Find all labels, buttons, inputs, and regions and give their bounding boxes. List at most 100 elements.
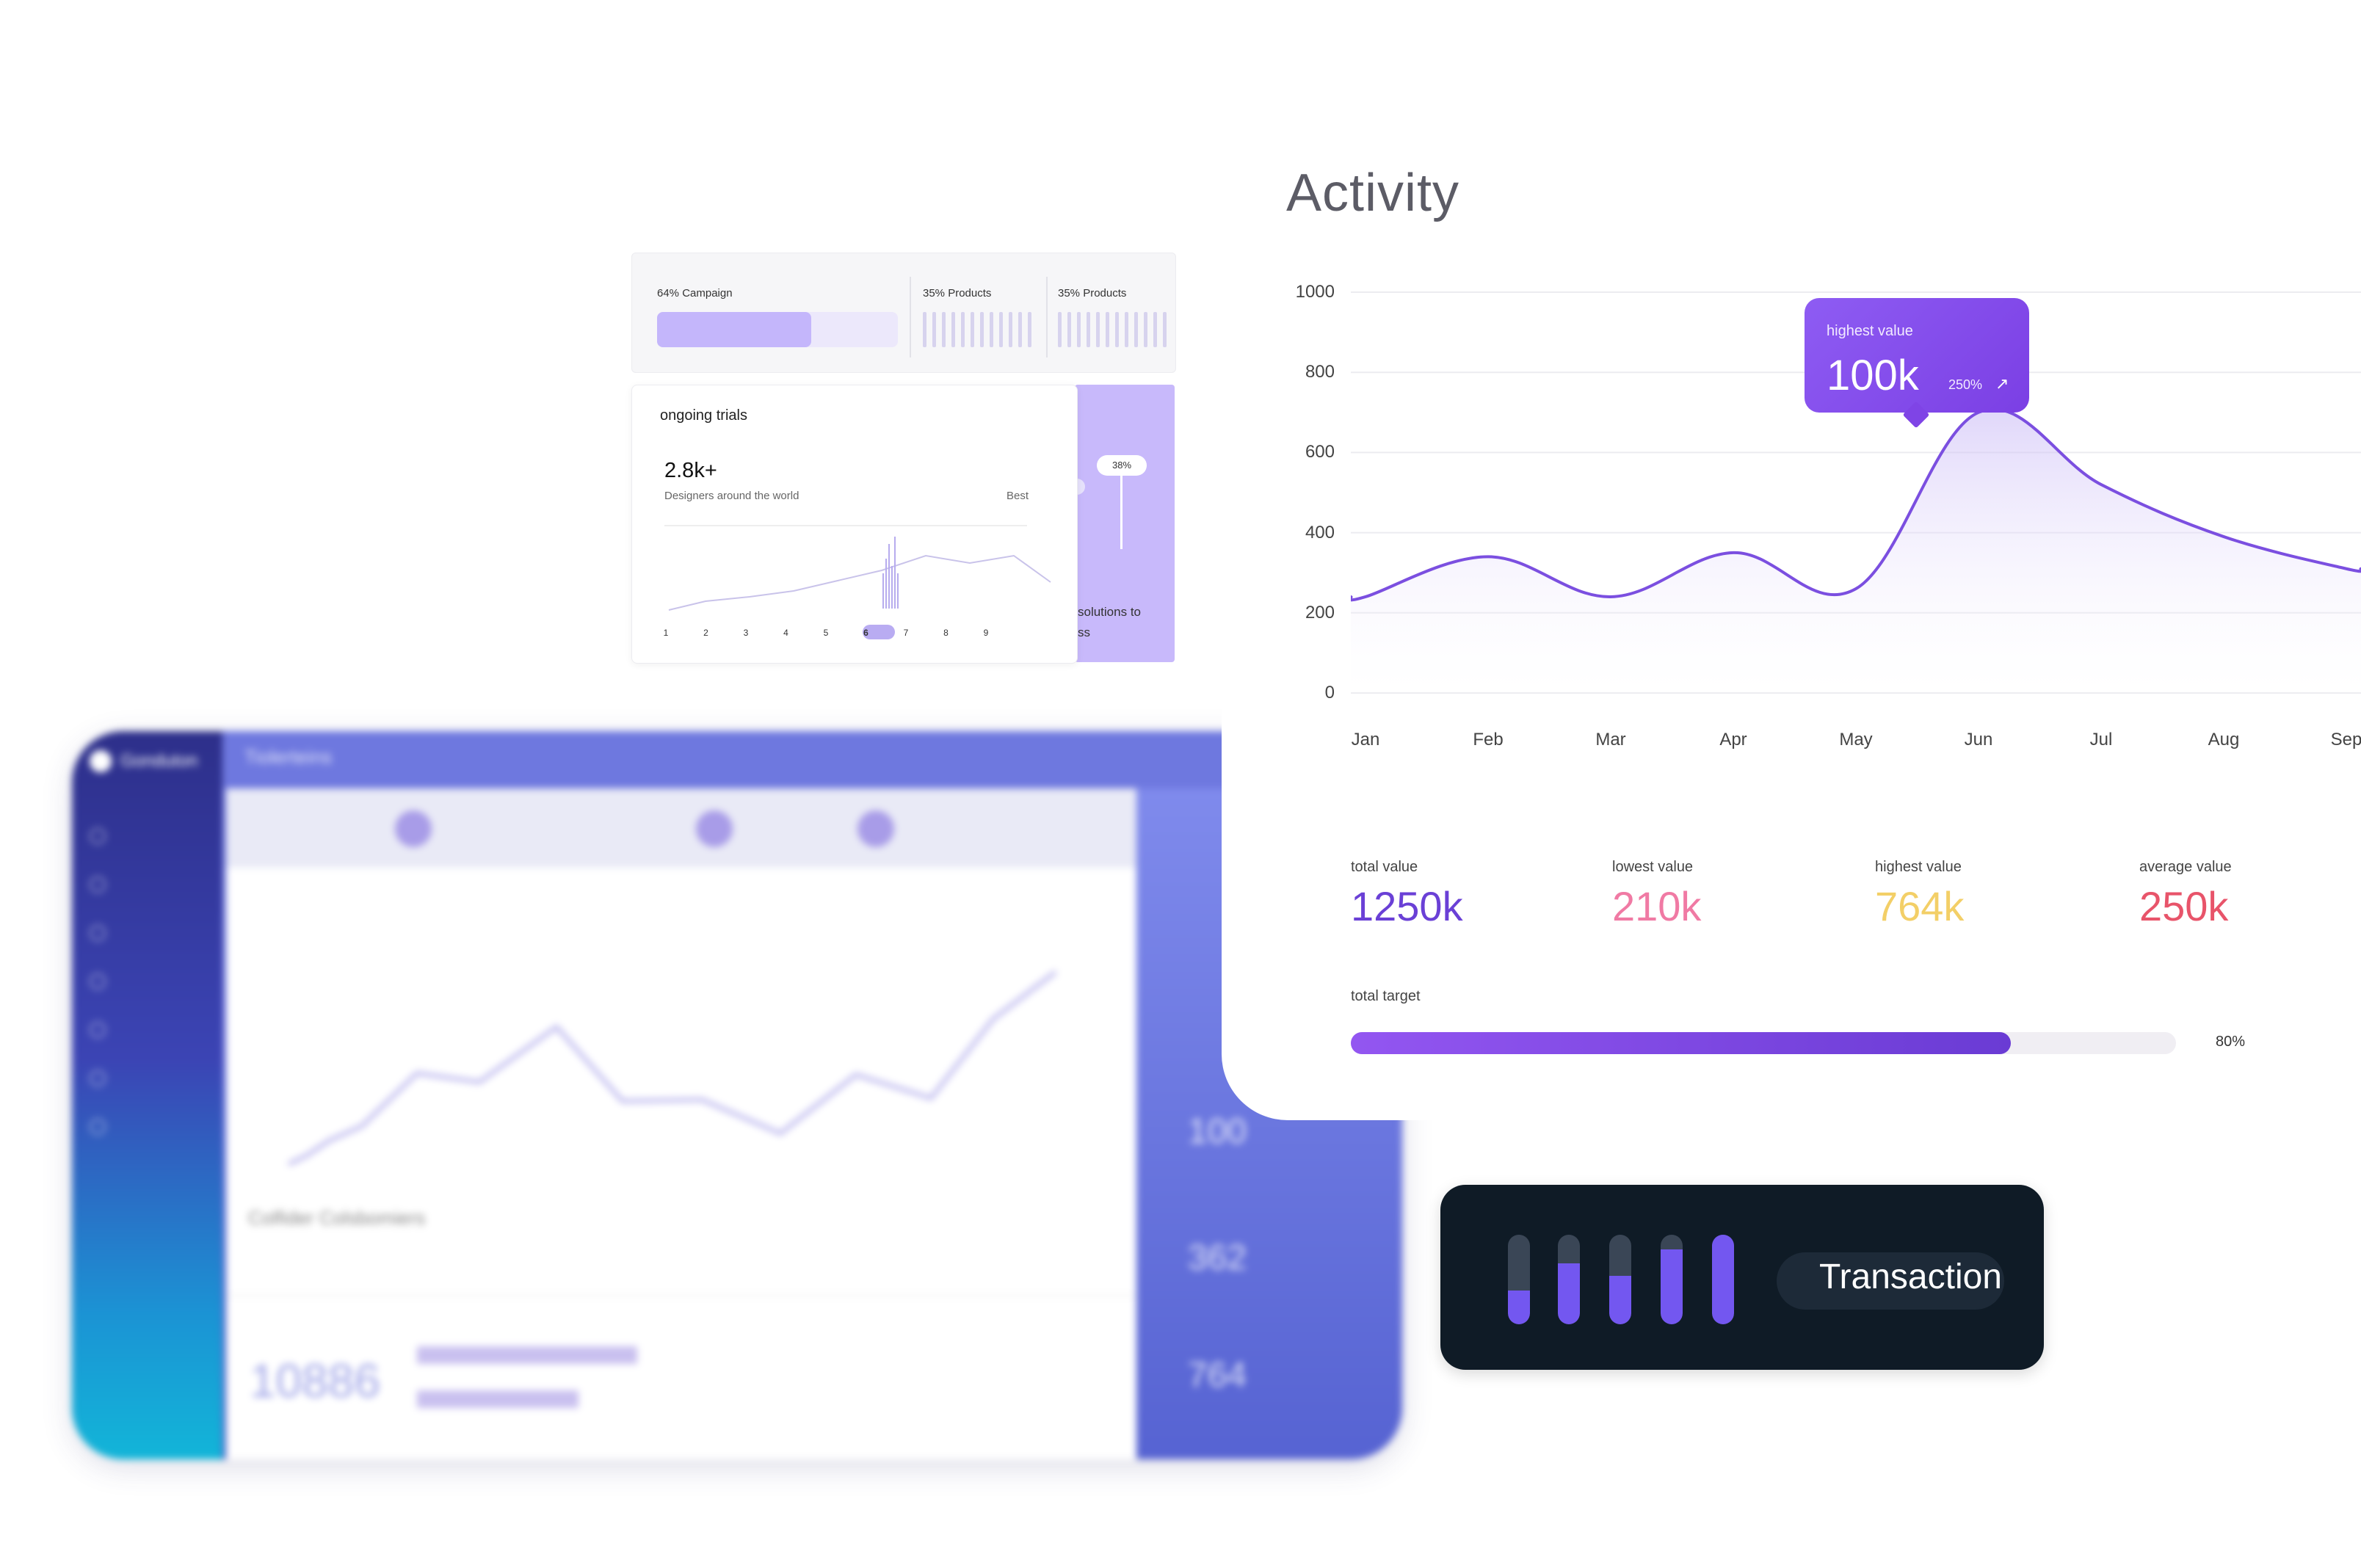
stat-label-lowest: lowest value xyxy=(1612,859,1694,875)
x-tick-label: Jan xyxy=(1351,730,1380,749)
dashboard-bar xyxy=(417,1346,637,1364)
stat-value-total: 1250k xyxy=(1351,883,1463,929)
y-tick-label: 200 xyxy=(1305,602,1335,623)
trials-x-tick: 9 xyxy=(983,628,989,638)
x-tick-label: Jun xyxy=(1964,730,1993,749)
target-label: total target xyxy=(1351,988,1421,1004)
activity-line xyxy=(1351,407,2361,602)
stat-label-total: total value xyxy=(1351,859,1418,875)
trials-x-tick: 6 xyxy=(863,628,868,638)
trials-tag: Best xyxy=(1006,490,1029,502)
brand-name: Gonduton xyxy=(120,751,198,771)
active-tick-pill[interactable] xyxy=(863,625,895,639)
x-tick-label: May xyxy=(1839,730,1873,749)
trials-title: ongoing trials xyxy=(660,407,747,424)
trials-sparkline xyxy=(668,537,1051,611)
products-stripes xyxy=(1058,312,1167,347)
transaction-bar xyxy=(1558,1235,1580,1324)
dashboard-right-panel: 100 362 764 xyxy=(1136,788,1402,1459)
campaign-card: 64% Campaign 35% Products 35% Products xyxy=(631,253,1176,373)
trials-count: 2.8k+ xyxy=(664,459,717,482)
stat-value-highest: 764k xyxy=(1875,883,1965,929)
products-stripes xyxy=(923,312,1031,347)
transaction-bar xyxy=(1508,1235,1530,1324)
trials-x-tick: 4 xyxy=(783,628,788,638)
x-tick-label: Jul xyxy=(2089,730,2113,749)
target-progress-fill xyxy=(1351,1032,2012,1054)
tab-circle xyxy=(395,810,432,847)
activity-title: Activity xyxy=(1286,164,1460,222)
sidebar-item xyxy=(90,972,214,991)
brand-logo-icon xyxy=(90,750,112,772)
y-tick-label: 400 xyxy=(1305,522,1335,542)
sidebar-item xyxy=(90,1020,214,1039)
dashboard-big-number: 10886 xyxy=(250,1354,380,1407)
target-pct: 80% xyxy=(2216,1034,2246,1050)
transaction-bar xyxy=(1661,1235,1683,1324)
right-stat: 764 xyxy=(1188,1356,1247,1395)
background-dashboard: Gonduton Tiolerteins Colfider Colsbomier… xyxy=(72,731,1402,1459)
tooltip-value: 100k xyxy=(1827,352,1919,399)
sidebar-item xyxy=(90,923,214,943)
transaction-bar xyxy=(1712,1235,1734,1324)
sidebar-item xyxy=(90,1069,214,1088)
transaction-card[interactable]: Transaction xyxy=(1440,1185,2044,1370)
y-tick-label: 0 xyxy=(1324,683,1335,703)
x-tick-label: Apr xyxy=(1719,730,1747,749)
x-tick-label: Aug xyxy=(2208,730,2240,749)
tab-circle xyxy=(857,810,894,847)
highest-value-tooltip: highest value 100k 250% ↗ xyxy=(1805,298,2029,429)
y-tick-label: 1000 xyxy=(1295,282,1335,302)
campaign-progress-track xyxy=(657,312,898,347)
divider xyxy=(910,277,911,357)
dashboard-section-title: Colfider Colsbomiers xyxy=(248,1207,426,1229)
dashboard-tabs xyxy=(226,788,1136,868)
tooltip-pct: 250% xyxy=(1948,377,1983,392)
products-label: 35% Products xyxy=(1058,287,1127,300)
trials-x-tick: 3 xyxy=(743,628,749,638)
side-text-line: solutions to xyxy=(1078,605,1141,619)
tab-circle xyxy=(696,810,733,847)
trials-side-panel xyxy=(1075,385,1175,662)
side-text-line: ss xyxy=(1078,625,1090,639)
dashboard-header: Tiolerteins xyxy=(222,731,1402,788)
trials-subtitle: Designers around the world xyxy=(664,490,799,502)
divider xyxy=(226,1295,1136,1296)
target-progress-track xyxy=(1351,1032,2176,1054)
right-stat: 362 xyxy=(1188,1238,1247,1277)
stat-value-lowest: 210k xyxy=(1612,883,1702,929)
divider xyxy=(664,525,1027,526)
y-tick-label: 600 xyxy=(1305,442,1335,462)
campaign-label: 64% Campaign xyxy=(657,287,733,300)
stat-label-highest: highest value xyxy=(1875,859,1962,875)
trials-x-tick: 2 xyxy=(703,628,708,638)
activity-area xyxy=(1351,409,2361,693)
sidebar-item xyxy=(90,875,214,894)
trials-x-tick: 8 xyxy=(943,628,949,638)
activity-card: Activity highest value 100k 250% ↗ total… xyxy=(1222,117,2361,1120)
x-tick-label: Sep xyxy=(2330,730,2361,749)
dashboard-line-chart xyxy=(287,970,1057,1166)
tooltip-label: highest value xyxy=(1827,323,1913,339)
trials-x-tick: 5 xyxy=(823,628,829,638)
divider xyxy=(1046,277,1048,357)
x-tick-label: Feb xyxy=(1473,730,1504,749)
dashboard-brand: Gonduton xyxy=(90,750,197,772)
products-label: 35% Products xyxy=(923,287,992,300)
stat-value-average: 250k xyxy=(2139,883,2229,929)
dashboard-header-title: Tiolerteins xyxy=(244,746,332,768)
arrow-up-right-icon: ↗ xyxy=(1995,374,2009,393)
side-text: solutions to ss xyxy=(1078,602,1141,643)
transaction-label: Transaction xyxy=(1819,1257,2002,1296)
campaign-progress-fill xyxy=(657,312,811,347)
dashboard-main: Colfider Colsbomiers 10886 xyxy=(226,788,1136,1459)
sidebar-item xyxy=(90,827,214,846)
dashboard-sidebar: Gonduton xyxy=(72,731,222,1459)
slider-stem xyxy=(1120,476,1123,549)
trials-x-tick: 7 xyxy=(903,628,909,638)
sidebar-item xyxy=(90,1117,214,1136)
x-tick-label: Mar xyxy=(1595,730,1626,749)
trials-x-tick: 1 xyxy=(663,628,669,638)
stat-label-average: average value xyxy=(2139,859,2232,875)
y-tick-label: 800 xyxy=(1305,362,1335,382)
